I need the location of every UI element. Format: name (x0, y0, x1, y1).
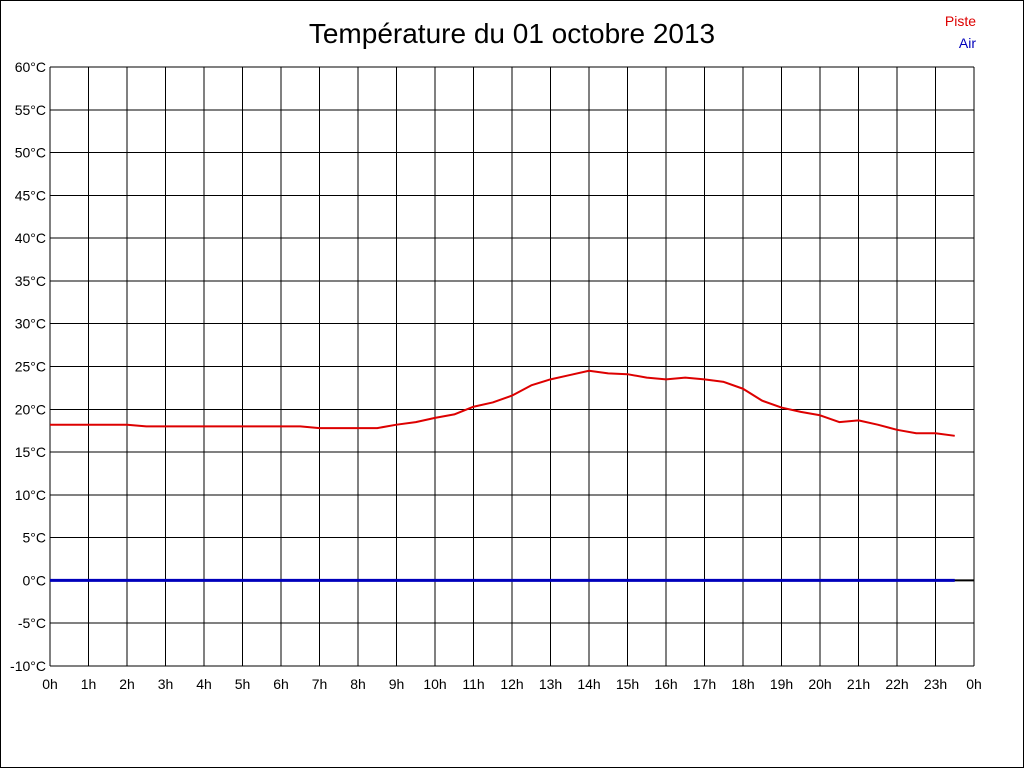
series-line-piste (50, 369, 955, 437)
y-tick-label: 50°C (15, 145, 46, 161)
y-tick-label: 40°C (15, 230, 46, 246)
x-tick-label: 6h (273, 676, 289, 692)
y-tick-label: -10°C (10, 658, 46, 674)
x-tick-label: 20h (808, 676, 831, 692)
x-tick-label: 19h (770, 676, 793, 692)
x-tick-label: 0h (42, 676, 58, 692)
x-tick-label: 3h (158, 676, 174, 692)
y-tick-label: 20°C (15, 401, 46, 417)
y-tick-label: 30°C (15, 316, 46, 332)
y-tick-label: 55°C (15, 102, 46, 118)
y-tick-label: 15°C (15, 444, 46, 460)
x-tick-label: 21h (847, 676, 870, 692)
y-tick-label: 45°C (15, 187, 46, 203)
x-tick-label: 2h (119, 676, 135, 692)
y-tick-label: 35°C (15, 273, 46, 289)
y-tick-label: 60°C (15, 59, 46, 75)
x-tick-label: 17h (693, 676, 716, 692)
x-tick-label: 15h (616, 676, 639, 692)
x-tick-label: 13h (539, 676, 562, 692)
x-tick-label: 22h (885, 676, 908, 692)
x-tick-label: 14h (577, 676, 600, 692)
x-tick-label: 0h (966, 676, 982, 692)
x-tick-label: 8h (350, 676, 366, 692)
legend-air: Air (958, 35, 976, 51)
y-tick-label: 10°C (15, 487, 46, 503)
x-tick-label: 16h (654, 676, 677, 692)
legend-piste: Piste (944, 13, 976, 29)
x-tick-label: 1h (81, 676, 97, 692)
y-tick-label: 5°C (23, 530, 47, 546)
x-tick-label: 23h (924, 676, 947, 692)
x-tick-label: 5h (235, 676, 251, 692)
x-tick-label: 10h (423, 676, 446, 692)
x-tick-label: 9h (389, 676, 405, 692)
y-tick-label: -5°C (18, 615, 46, 631)
x-tick-label: 11h (462, 676, 484, 692)
chart-title: Température du 01 octobre 2013 (308, 18, 716, 49)
x-tick-label: 12h (500, 676, 523, 692)
y-tick-label: 0°C (23, 572, 47, 588)
x-tick-label: 4h (196, 676, 212, 692)
y-tick-label: 25°C (15, 359, 46, 375)
x-tick-label: 7h (312, 676, 328, 692)
x-tick-label: 18h (731, 676, 754, 692)
